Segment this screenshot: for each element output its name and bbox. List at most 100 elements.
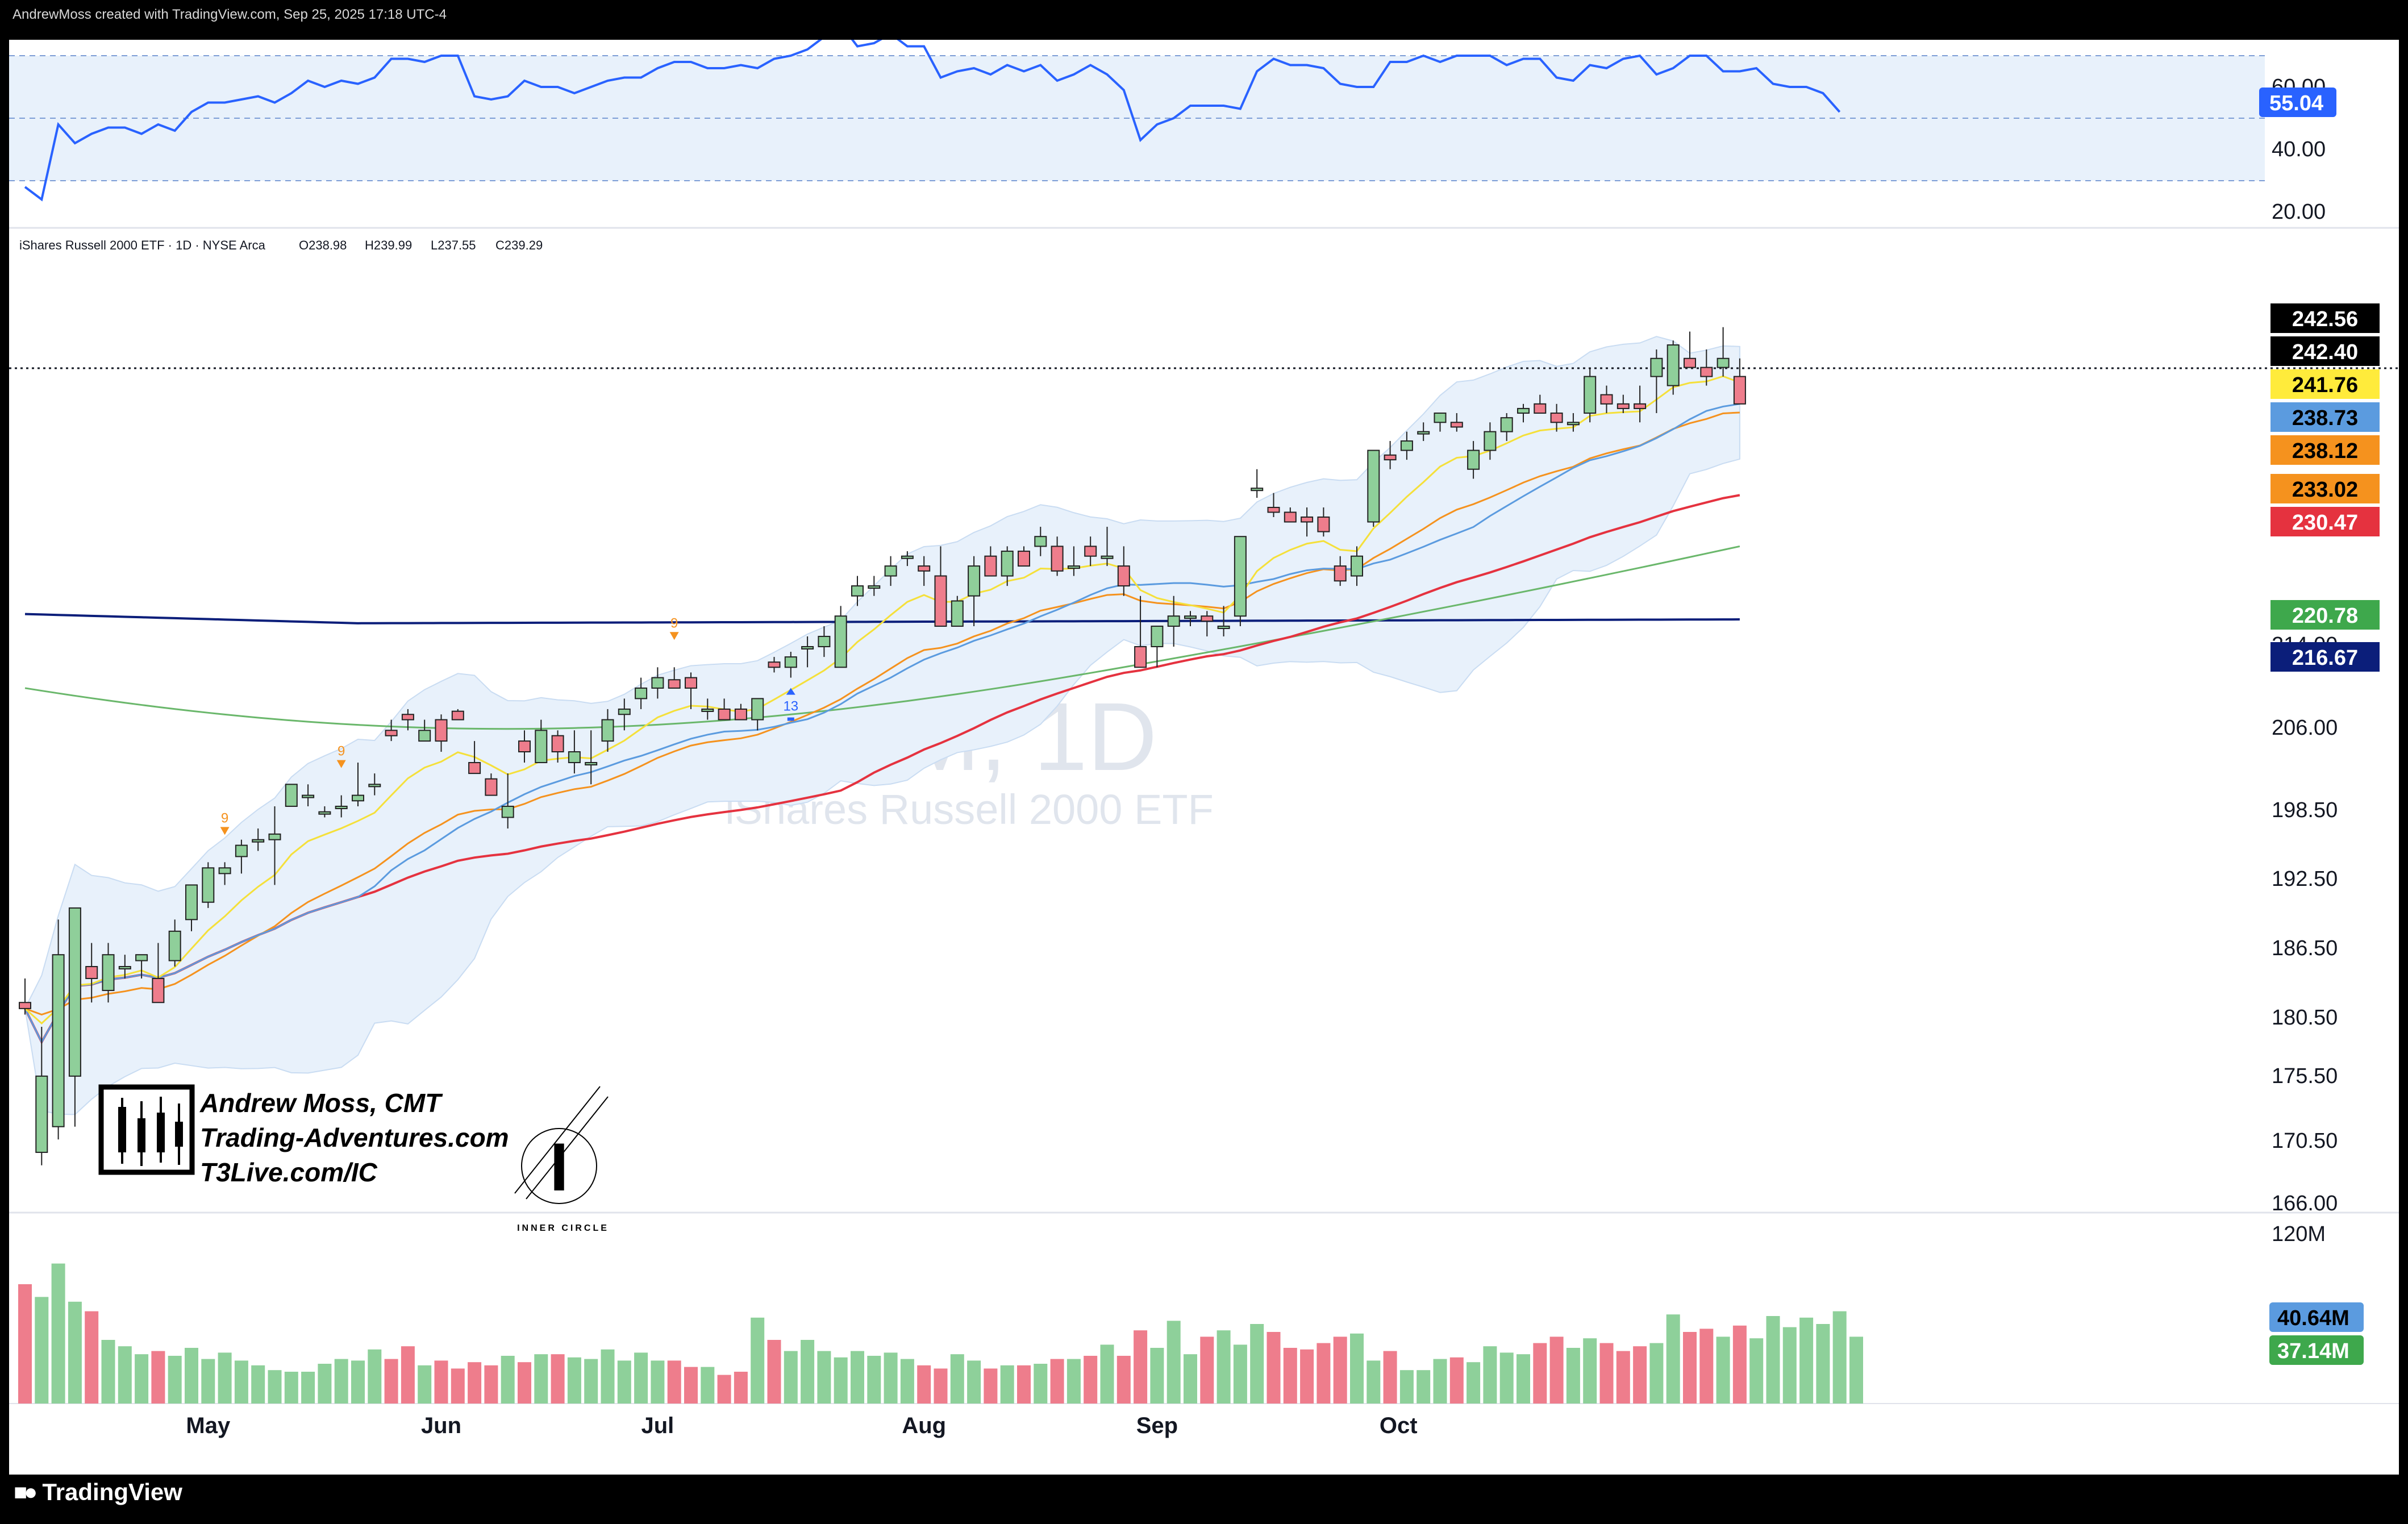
candle-body: [535, 730, 548, 764]
tradingview-logo-icon: ■●: [14, 1479, 38, 1505]
price-badge: [2270, 303, 2380, 333]
volume-bar: [301, 1372, 315, 1404]
candle-body: [418, 730, 431, 742]
volume-bar: [667, 1360, 681, 1404]
volume-bar: [484, 1365, 498, 1404]
candle-body: [1117, 565, 1130, 587]
candle-body: [1317, 516, 1330, 532]
chart-svg: 60.00 40.00 20.00 55.04 iShares Russell …: [9, 23, 2399, 1438]
candle-body: [934, 575, 947, 627]
volume-bar: [1283, 1348, 1297, 1404]
volume-bar: [1533, 1343, 1547, 1404]
volume-bar: [1134, 1330, 1148, 1404]
volume-bar: [434, 1360, 448, 1404]
volume-bar: [401, 1346, 415, 1404]
candle-body: [1101, 555, 1114, 559]
volume-bar: [68, 1301, 82, 1404]
price-badge: [2270, 435, 2380, 465]
volume-bar: [917, 1365, 931, 1404]
candle-body: [1051, 546, 1064, 572]
volume-bar: [35, 1297, 49, 1404]
author-site: Trading-Adventures.com: [200, 1123, 509, 1152]
volume-bar: [351, 1360, 365, 1404]
volume-bar: [135, 1354, 149, 1404]
volume-bar: [1399, 1370, 1414, 1404]
candle-body: [1717, 357, 1730, 368]
volume-bar: [1449, 1357, 1464, 1404]
volume-bar: [1034, 1364, 1048, 1404]
candle-body: [435, 719, 448, 742]
volume-bar: [1566, 1348, 1580, 1404]
volume-bar: [817, 1351, 831, 1404]
time-tick-label: May: [186, 1413, 231, 1438]
ohlc-legend-name: iShares Russell 2000 ETF · 1D · NYSE Arc…: [19, 238, 266, 252]
candle-body: [302, 794, 315, 798]
candle-body: [1650, 357, 1663, 377]
volume-bar: [1166, 1321, 1181, 1404]
volume-bar: [201, 1359, 215, 1404]
inner-circle-caption: INNER CIRCLE: [517, 1223, 609, 1233]
candle-body: [318, 811, 331, 815]
volume-bar: [784, 1351, 798, 1404]
sma200-line: [24, 545, 1740, 730]
volume-bar: [1116, 1356, 1131, 1404]
volume-bar: [551, 1354, 565, 1404]
volume-bar: [1616, 1351, 1630, 1404]
candle-body: [485, 778, 498, 796]
volume-bar: [684, 1367, 698, 1404]
volume-bar: [268, 1370, 282, 1404]
price-tick-166: 166.00: [2272, 1192, 2338, 1215]
volume-bar: [900, 1359, 914, 1404]
credit-text: AndrewMoss created with TradingView.com,…: [13, 7, 447, 22]
candle-body: [1517, 407, 1530, 414]
candle-body: [551, 735, 564, 753]
volume-bar: [168, 1356, 182, 1404]
candle-body: [451, 710, 464, 721]
price-badge-label: 242.40: [2292, 340, 2358, 364]
volume-bar: [51, 1263, 65, 1404]
volume-bar: [85, 1311, 99, 1404]
candle-body: [1384, 454, 1397, 461]
annotation-label: 9: [221, 810, 228, 826]
volume-bar: [451, 1368, 465, 1404]
candle-body: [1251, 488, 1264, 492]
candle-body: [651, 677, 664, 689]
price-tick-186-5: 186.50: [2272, 936, 2338, 960]
volume-bar: [1549, 1336, 1564, 1404]
author-ic-link: T3Live.com/IC: [200, 1157, 378, 1187]
candle-body: [701, 708, 714, 712]
moving-averages: [24, 375, 1740, 1045]
volume-bar: [1267, 1332, 1281, 1404]
volume-bar: [1333, 1336, 1347, 1404]
volume-badge-avg: [2269, 1302, 2364, 1332]
author-logo-candles-icon: [118, 1097, 183, 1166]
volume-bar: [1699, 1329, 1714, 1404]
volume-bar: [1084, 1356, 1098, 1404]
candle-body: [168, 930, 181, 961]
volume-bar: [1184, 1354, 1197, 1404]
volume-bar: [518, 1362, 531, 1404]
volume-bar: [1782, 1327, 1797, 1404]
volume-bar: [384, 1359, 398, 1404]
volume-bar: [834, 1357, 848, 1404]
volume-bar: [334, 1359, 348, 1404]
candle-body: [751, 698, 764, 721]
candle-body: [1567, 422, 1580, 426]
volume-bar: [1300, 1349, 1314, 1404]
time-axis: May Jun Jul Aug Sep Oct: [186, 1413, 1417, 1438]
volume-bar: [1732, 1325, 1747, 1404]
candle-body: [1217, 626, 1230, 630]
volume-bar: [1467, 1362, 1481, 1404]
volume-bar: [1066, 1359, 1081, 1404]
price-badge-label: 238.12: [2292, 439, 2358, 463]
candle-body: [1684, 357, 1696, 368]
price-badge: [2270, 402, 2380, 432]
time-tick-label: Oct: [1380, 1413, 1418, 1438]
candle-body: [85, 966, 98, 979]
candle-body: [368, 784, 381, 788]
volume-bar: [218, 1352, 232, 1404]
volume-bar: [934, 1368, 948, 1404]
volume-bar: [1367, 1360, 1381, 1404]
volume-bar: [18, 1284, 32, 1404]
